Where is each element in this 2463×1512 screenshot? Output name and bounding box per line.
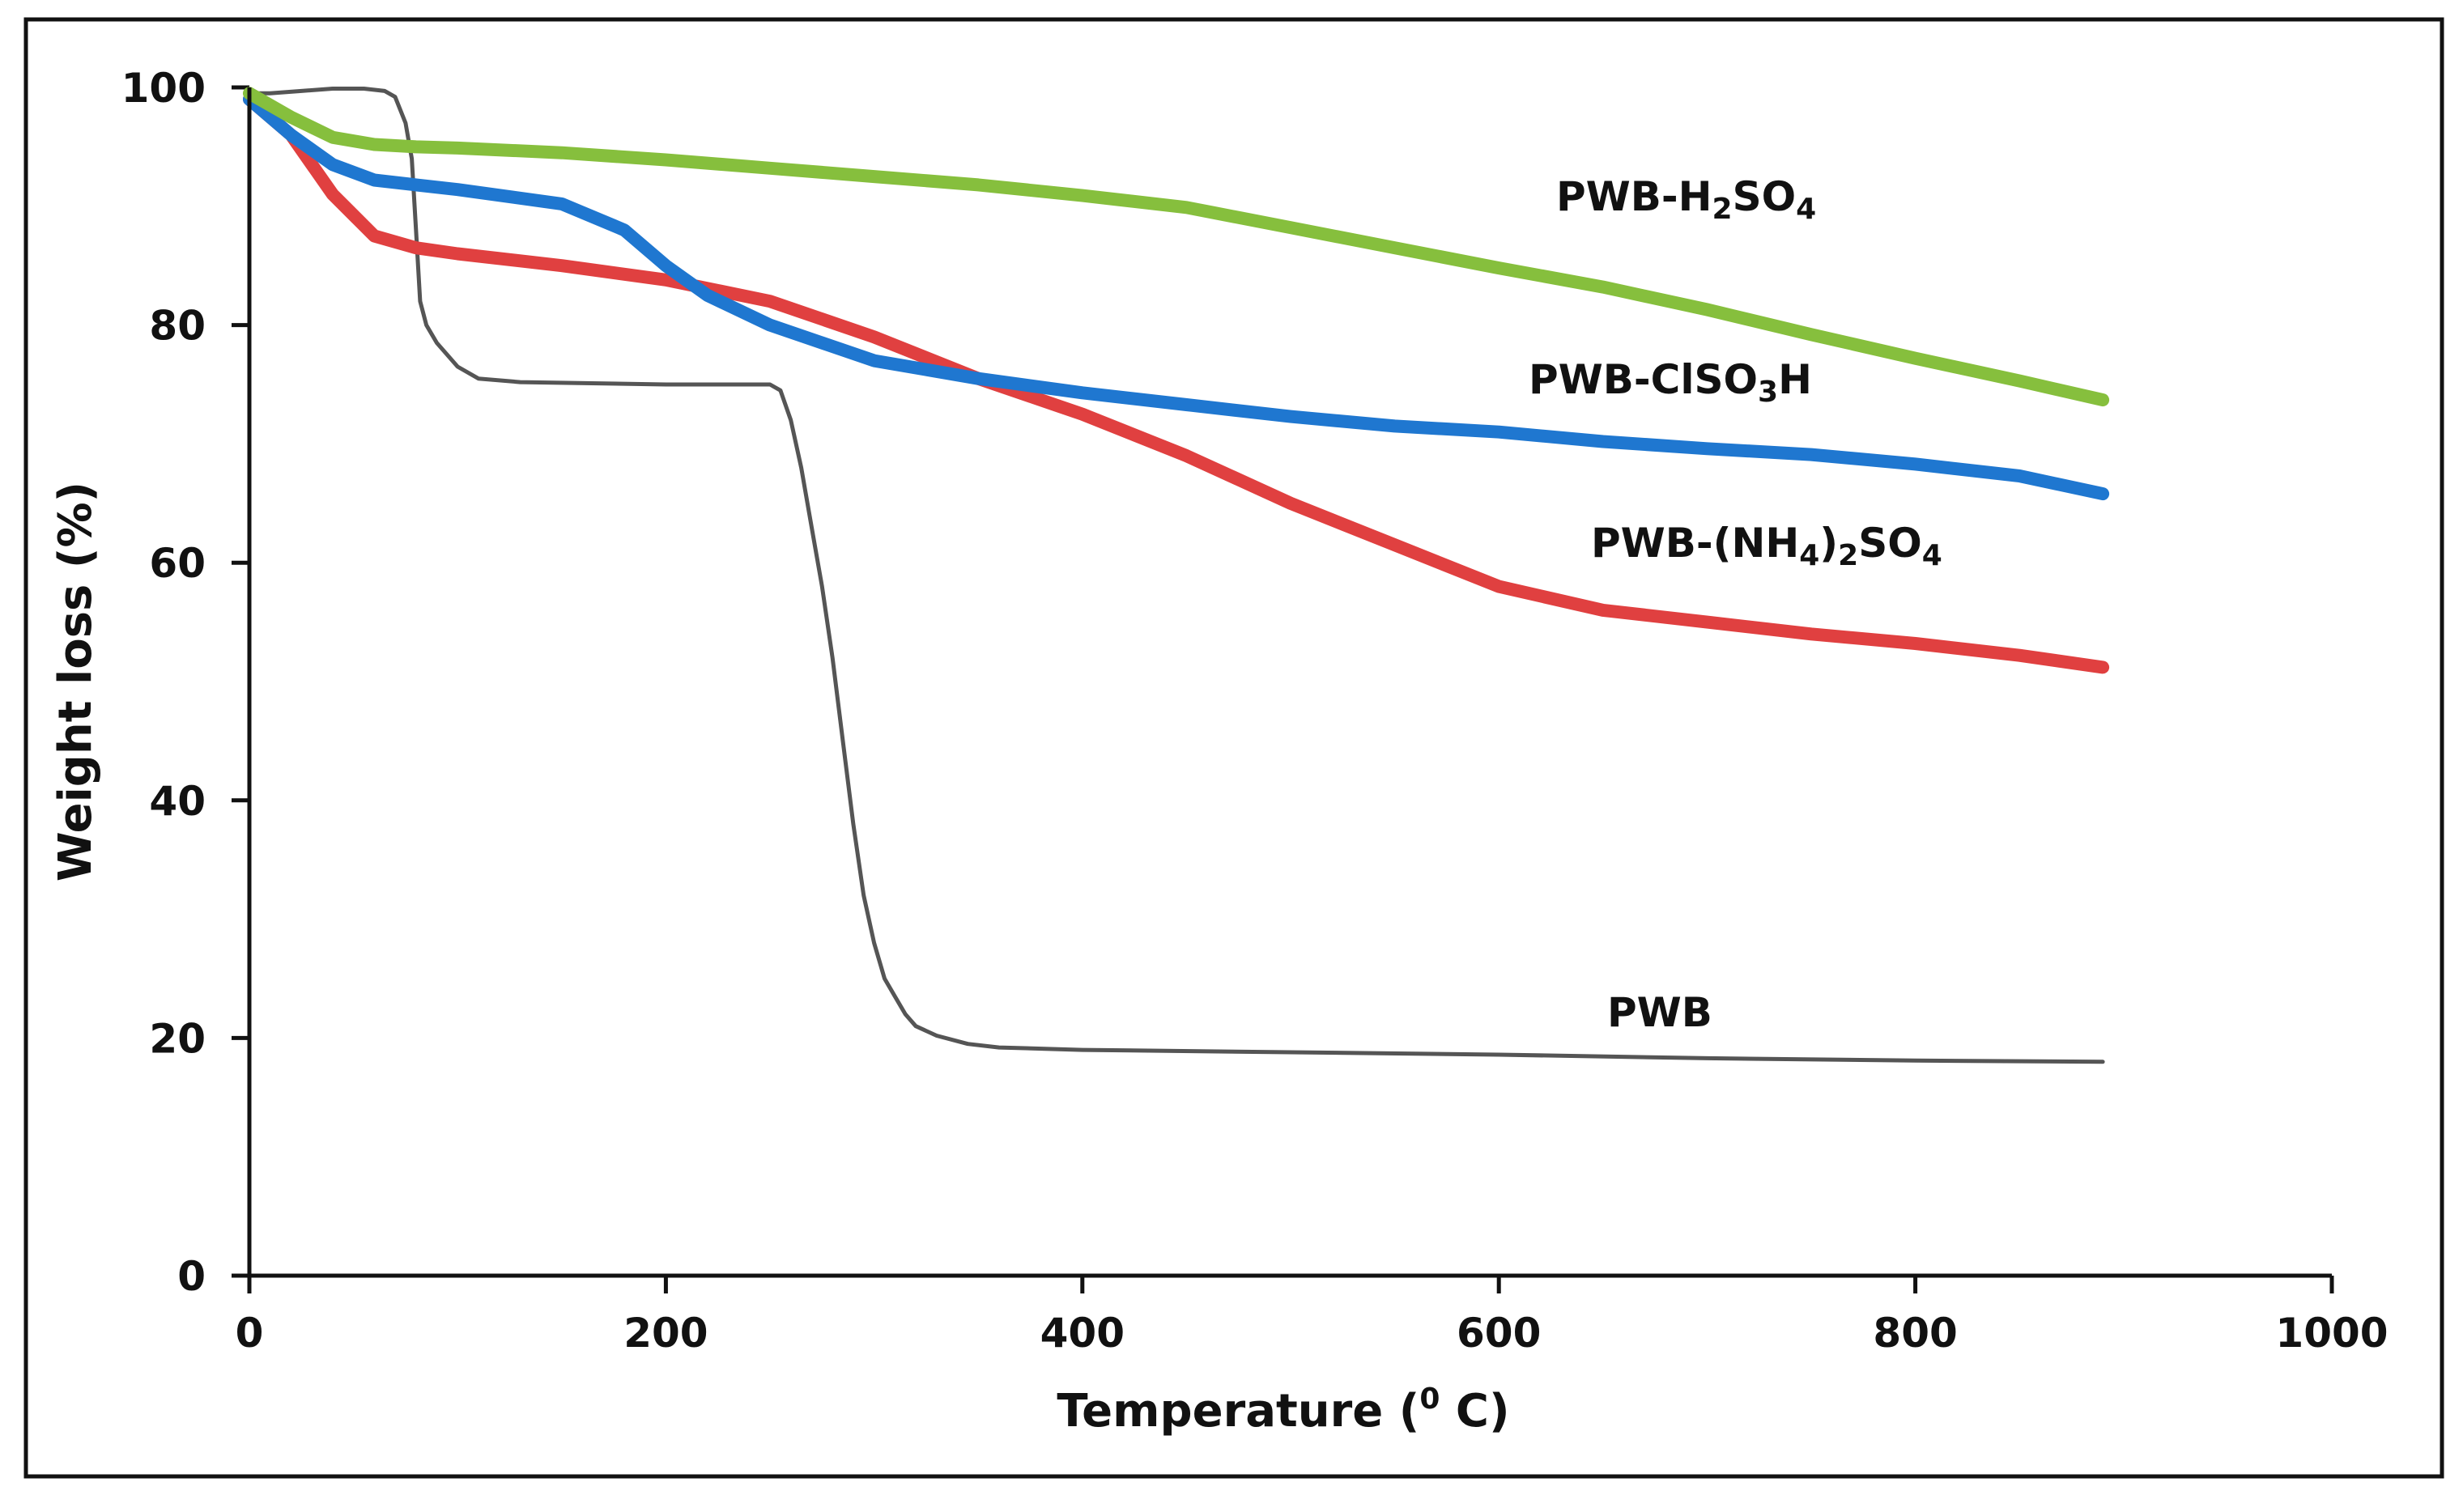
y-tick-label-100: 100 — [121, 65, 206, 112]
series-label-pwb: PWB — [1607, 989, 1712, 1036]
series-line-pwb-h2so4 — [243, 87, 2110, 407]
y-tick-label-40: 40 — [149, 778, 206, 825]
x-tick-label-200: 200 — [623, 1310, 708, 1357]
x-tick-label-800: 800 — [1873, 1310, 1957, 1357]
x-tick-label-1000: 1000 — [2275, 1310, 2388, 1357]
series-line-pwb-nh4-2so4 — [243, 92, 2110, 674]
y-axis-title: Weight loss (%) — [49, 482, 102, 881]
series-label-pwb-nh4-2so4: PWB-(NH4)2SO4 — [1591, 520, 1942, 572]
series-labels: PWB PWB-(NH4)2SO4 PWB-ClSO3H PWB-H2SO4 — [1529, 173, 1942, 1036]
y-tick-label-20: 20 — [149, 1015, 206, 1062]
y-tick-label-80: 80 — [149, 303, 206, 350]
series-group — [243, 87, 2110, 1064]
x-axis-title-sup: 0 — [1419, 1382, 1440, 1416]
y-tick-label-60: 60 — [149, 540, 206, 587]
x-tick-label-600: 600 — [1457, 1310, 1541, 1357]
series-label-pwb-h2so4: PWB-H2SO4 — [1556, 173, 1816, 226]
series-line-pwb — [247, 87, 2105, 1064]
x-axis-title-end: C) — [1440, 1385, 1509, 1438]
x-axis-title-main: Temperature ( — [1057, 1385, 1419, 1438]
x-tick-label-400: 400 — [1040, 1310, 1125, 1357]
series-label-pwb-clso3h: PWB-ClSO3H — [1529, 356, 1812, 409]
x-tick-label-0: 0 — [236, 1310, 264, 1357]
figure-frame — [23, 17, 2444, 1479]
y-tick-label-0: 0 — [177, 1253, 206, 1300]
series-line-pwb-clso3h — [243, 92, 2110, 501]
x-axis-title: Temperature (0 C) — [1057, 1382, 1509, 1438]
axis-ticks — [232, 85, 2334, 1293]
